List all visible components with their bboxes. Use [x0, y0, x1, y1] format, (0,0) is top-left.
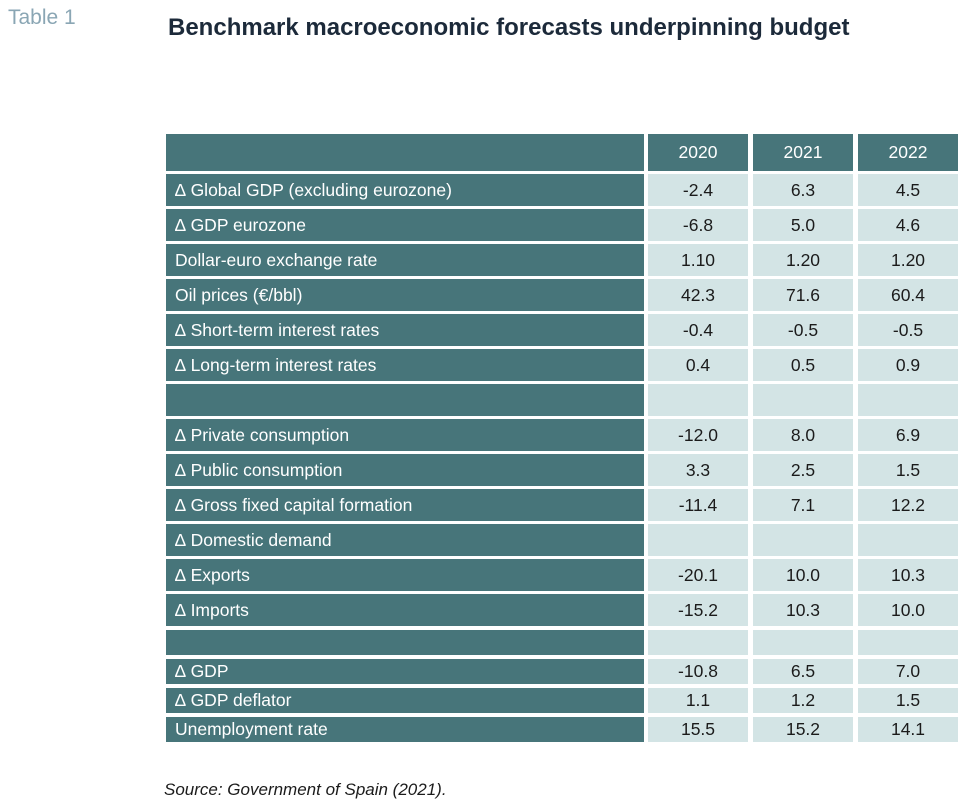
row-label: ∆ Public consumption: [166, 454, 644, 486]
row-label: Unemployment rate: [166, 717, 644, 742]
value-cell-2022: 60.4: [858, 279, 958, 311]
table-row: Unemployment rate 15.5 15.2 14.1: [166, 717, 959, 742]
table-row: ∆ Long-term interest rates 0.4 0.5 0.9: [166, 349, 959, 381]
value-cell-2021: 10.3: [753, 594, 853, 626]
column-header-2021: 2021: [753, 134, 853, 171]
row-label: Oil prices (€/bbl): [166, 279, 644, 311]
table-row: ∆ Private consumption -12.0 8.0 6.9: [166, 419, 959, 451]
row-label: [166, 630, 644, 655]
value-cell-2021: [753, 630, 853, 655]
value-cell-2020: 0.4: [648, 349, 748, 381]
value-cell-2020: 1.1: [648, 688, 748, 713]
table-row: [166, 384, 959, 416]
value-cell-2020: 42.3: [648, 279, 748, 311]
value-cell-2020: [648, 630, 748, 655]
table-row: ∆ Global GDP (excluding eurozone) -2.4 6.3…: [166, 174, 959, 206]
table-header-row: 2020 2021 2022: [166, 134, 959, 171]
value-cell-2021: -0.5: [753, 314, 853, 346]
table-row: ∆ Short-term interest rates -0.4 -0.5 -0.5: [166, 314, 959, 346]
table-row: [166, 630, 959, 655]
value-cell-2021: 15.2: [753, 717, 853, 742]
value-cell-2022: 10.0: [858, 594, 958, 626]
column-header-2020: 2020: [648, 134, 748, 171]
value-cell-2021: 7.1: [753, 489, 853, 521]
value-cell-2022: 10.3: [858, 559, 958, 591]
value-cell-2022: 6.9: [858, 419, 958, 451]
value-cell-2020: -15.2: [648, 594, 748, 626]
value-cell-2022: -0.5: [858, 314, 958, 346]
row-label: ∆ Gross fixed capital formation: [166, 489, 644, 521]
row-label: Dollar-euro exchange rate: [166, 244, 644, 276]
row-label: ∆ Short-term interest rates: [166, 314, 644, 346]
table-row: Dollar-euro exchange rate 1.10 1.20 1.20: [166, 244, 959, 276]
row-label: ∆ GDP eurozone: [166, 209, 644, 241]
table-row: ∆ Public consumption 3.3 2.5 1.5: [166, 454, 959, 486]
value-cell-2021: 5.0: [753, 209, 853, 241]
table-row: ∆ Imports -15.2 10.3 10.0: [166, 594, 959, 626]
value-cell-2022: 7.0: [858, 659, 958, 684]
value-cell-2021: [753, 384, 853, 416]
value-cell-2020: [648, 384, 748, 416]
value-cell-2022: 12.2: [858, 489, 958, 521]
source-note: Source: Government of Spain (2021).: [164, 780, 447, 799]
value-cell-2021: 71.6: [753, 279, 853, 311]
value-cell-2020: -6.8: [648, 209, 748, 241]
value-cell-2020: 1.10: [648, 244, 748, 276]
value-cell-2021: 0.5: [753, 349, 853, 381]
value-cell-2021: 6.3: [753, 174, 853, 206]
value-cell-2021: 1.20: [753, 244, 853, 276]
row-label: ∆ Imports: [166, 594, 644, 626]
value-cell-2020: -20.1: [648, 559, 748, 591]
value-cell-2022: 4.5: [858, 174, 958, 206]
value-cell-2021: 6.5: [753, 659, 853, 684]
column-header-2022: 2022: [858, 134, 958, 171]
value-cell-2020: 3.3: [648, 454, 748, 486]
forecast-table: 2020 2021 2022 ∆ Global GDP (excluding e…: [166, 134, 959, 742]
value-cell-2020: -10.8: [648, 659, 748, 684]
value-cell-2022: 14.1: [858, 717, 958, 742]
table-row: ∆ GDP deflator 1.1 1.2 1.5: [166, 688, 959, 713]
table-row: ∆ Domestic demand: [166, 524, 959, 556]
value-cell-2022: 1.5: [858, 454, 958, 486]
value-cell-2022: [858, 630, 958, 655]
table-row: ∆ GDP eurozone -6.8 5.0 4.6: [166, 209, 959, 241]
value-cell-2022: 4.6: [858, 209, 958, 241]
table-title: Benchmark macroeconomic forecasts underp…: [168, 14, 850, 41]
table-body: ∆ Global GDP (excluding eurozone) -2.4 6.3…: [166, 174, 959, 742]
value-cell-2022: 1.5: [858, 688, 958, 713]
table-row: ∆ Exports -20.1 10.0 10.3: [166, 559, 959, 591]
value-cell-2022: 1.20: [858, 244, 958, 276]
row-label: ∆ Long-term interest rates: [166, 349, 644, 381]
value-cell-2021: 2.5: [753, 454, 853, 486]
row-label: ∆ Domestic demand: [166, 524, 644, 556]
row-label: ∆ Exports: [166, 559, 644, 591]
value-cell-2021: 10.0: [753, 559, 853, 591]
value-cell-2021: 1.2: [753, 688, 853, 713]
value-cell-2020: -12.0: [648, 419, 748, 451]
value-cell-2020: -2.4: [648, 174, 748, 206]
row-label: ∆ Global GDP (excluding eurozone): [166, 174, 644, 206]
row-label: ∆ GDP deflator: [166, 688, 644, 713]
row-label: ∆ GDP: [166, 659, 644, 684]
row-label: ∆ Private consumption: [166, 419, 644, 451]
row-label: [166, 384, 644, 416]
value-cell-2020: [648, 524, 748, 556]
table-row: ∆ Gross fixed capital formation -11.4 7.1 1…: [166, 489, 959, 521]
table-number-label: Table 1: [8, 6, 76, 29]
value-cell-2021: [753, 524, 853, 556]
header-corner-cell: [166, 134, 644, 171]
table-row: Oil prices (€/bbl) 42.3 71.6 60.4: [166, 279, 959, 311]
value-cell-2022: 0.9: [858, 349, 958, 381]
value-cell-2021: 8.0: [753, 419, 853, 451]
value-cell-2020: -0.4: [648, 314, 748, 346]
value-cell-2022: [858, 524, 958, 556]
table-row: ∆ GDP -10.8 6.5 7.0: [166, 659, 959, 684]
value-cell-2020: 15.5: [648, 717, 748, 742]
value-cell-2020: -11.4: [648, 489, 748, 521]
value-cell-2022: [858, 384, 958, 416]
